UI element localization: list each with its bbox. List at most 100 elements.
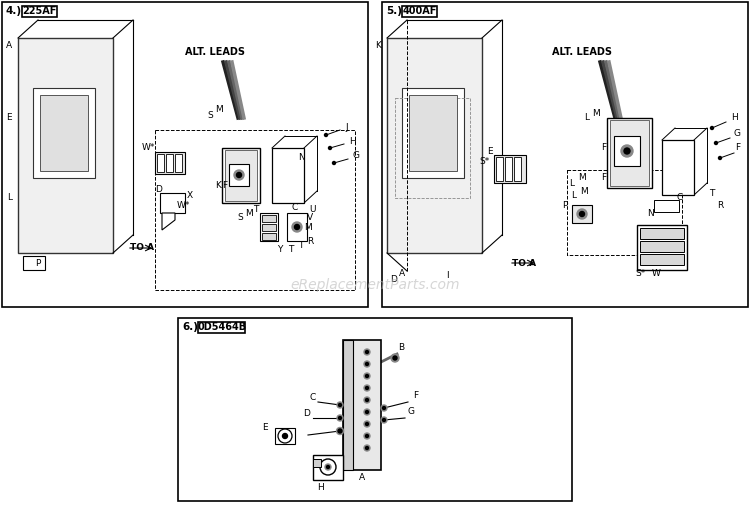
Bar xyxy=(155,130,355,290)
Bar xyxy=(166,154,173,172)
Bar xyxy=(640,228,684,239)
Text: S: S xyxy=(237,213,243,223)
Text: H: H xyxy=(730,113,737,122)
Bar xyxy=(18,38,113,253)
Bar xyxy=(262,233,276,240)
Text: C: C xyxy=(292,203,298,211)
Bar xyxy=(494,155,526,183)
Circle shape xyxy=(381,417,387,423)
Text: R: R xyxy=(307,237,314,245)
Bar xyxy=(496,157,503,181)
Text: 400AF: 400AF xyxy=(402,7,436,16)
Text: K: K xyxy=(375,42,381,50)
Text: T: T xyxy=(254,206,259,214)
Circle shape xyxy=(364,433,370,439)
Text: B: B xyxy=(398,343,404,353)
Text: J: J xyxy=(346,122,348,132)
Bar xyxy=(640,241,684,252)
Text: T: T xyxy=(298,240,304,249)
Circle shape xyxy=(292,222,302,232)
Text: U: U xyxy=(309,206,315,214)
Text: H: H xyxy=(318,484,324,492)
Bar xyxy=(607,118,652,188)
Bar xyxy=(225,150,257,201)
Circle shape xyxy=(364,397,370,403)
Bar xyxy=(572,205,592,223)
Text: R: R xyxy=(717,201,723,209)
Circle shape xyxy=(325,134,328,137)
Text: V: V xyxy=(307,213,313,223)
Text: C: C xyxy=(310,394,316,402)
Text: G: G xyxy=(352,151,359,161)
Text: X: X xyxy=(187,192,193,201)
Text: 6.): 6.) xyxy=(182,322,198,332)
Text: G: G xyxy=(734,129,740,138)
Circle shape xyxy=(580,211,584,216)
Text: L: L xyxy=(584,113,590,122)
Circle shape xyxy=(381,405,387,411)
Circle shape xyxy=(337,402,343,408)
Text: TO A: TO A xyxy=(130,243,154,252)
Text: N: N xyxy=(646,208,653,217)
Circle shape xyxy=(338,417,341,420)
Text: H: H xyxy=(349,137,355,145)
Circle shape xyxy=(365,447,368,450)
Text: C: C xyxy=(676,194,683,203)
Bar xyxy=(157,154,164,172)
Circle shape xyxy=(337,415,343,421)
Text: ALT. LEADS: ALT. LEADS xyxy=(552,47,612,57)
Circle shape xyxy=(332,162,335,165)
Bar xyxy=(514,157,521,181)
Circle shape xyxy=(365,410,368,414)
Circle shape xyxy=(365,398,368,401)
Text: F: F xyxy=(413,391,419,399)
Bar xyxy=(343,340,381,470)
Text: D: D xyxy=(304,409,310,419)
Text: 0D5464B: 0D5464B xyxy=(197,323,246,333)
Text: E: E xyxy=(488,147,493,156)
Text: L: L xyxy=(7,194,12,203)
Bar xyxy=(313,459,321,467)
Circle shape xyxy=(391,354,399,362)
Bar xyxy=(505,157,512,181)
Text: L: L xyxy=(572,190,577,200)
Bar xyxy=(409,95,457,171)
Bar xyxy=(287,213,307,241)
Bar xyxy=(637,225,687,270)
Text: K: K xyxy=(215,180,221,189)
Text: A: A xyxy=(359,473,365,483)
Text: T: T xyxy=(288,245,294,255)
Text: W: W xyxy=(652,269,661,277)
Text: M: M xyxy=(304,224,312,233)
Bar xyxy=(382,2,748,307)
Circle shape xyxy=(382,406,386,409)
Text: E: E xyxy=(262,424,268,432)
Bar xyxy=(610,120,649,186)
Bar xyxy=(272,148,304,203)
Bar xyxy=(262,224,276,231)
Text: M: M xyxy=(215,106,223,114)
Bar xyxy=(2,2,368,307)
Circle shape xyxy=(364,349,370,355)
Text: W*: W* xyxy=(176,201,190,209)
Text: M: M xyxy=(245,208,253,217)
Circle shape xyxy=(295,225,299,230)
Circle shape xyxy=(364,385,370,391)
Text: E: E xyxy=(6,113,12,122)
Bar xyxy=(262,215,276,222)
Bar xyxy=(222,148,260,203)
Circle shape xyxy=(338,403,341,406)
Circle shape xyxy=(236,173,242,177)
Text: D: D xyxy=(155,185,162,195)
Bar xyxy=(402,88,464,178)
Text: 5.): 5.) xyxy=(386,6,402,16)
Text: P: P xyxy=(35,259,40,268)
Bar xyxy=(198,322,245,333)
Text: T: T xyxy=(710,188,715,198)
Circle shape xyxy=(328,146,332,149)
Text: 225AF: 225AF xyxy=(22,7,57,16)
Bar xyxy=(387,38,482,253)
Text: F: F xyxy=(602,143,607,152)
Circle shape xyxy=(710,126,713,130)
Bar xyxy=(640,254,684,265)
